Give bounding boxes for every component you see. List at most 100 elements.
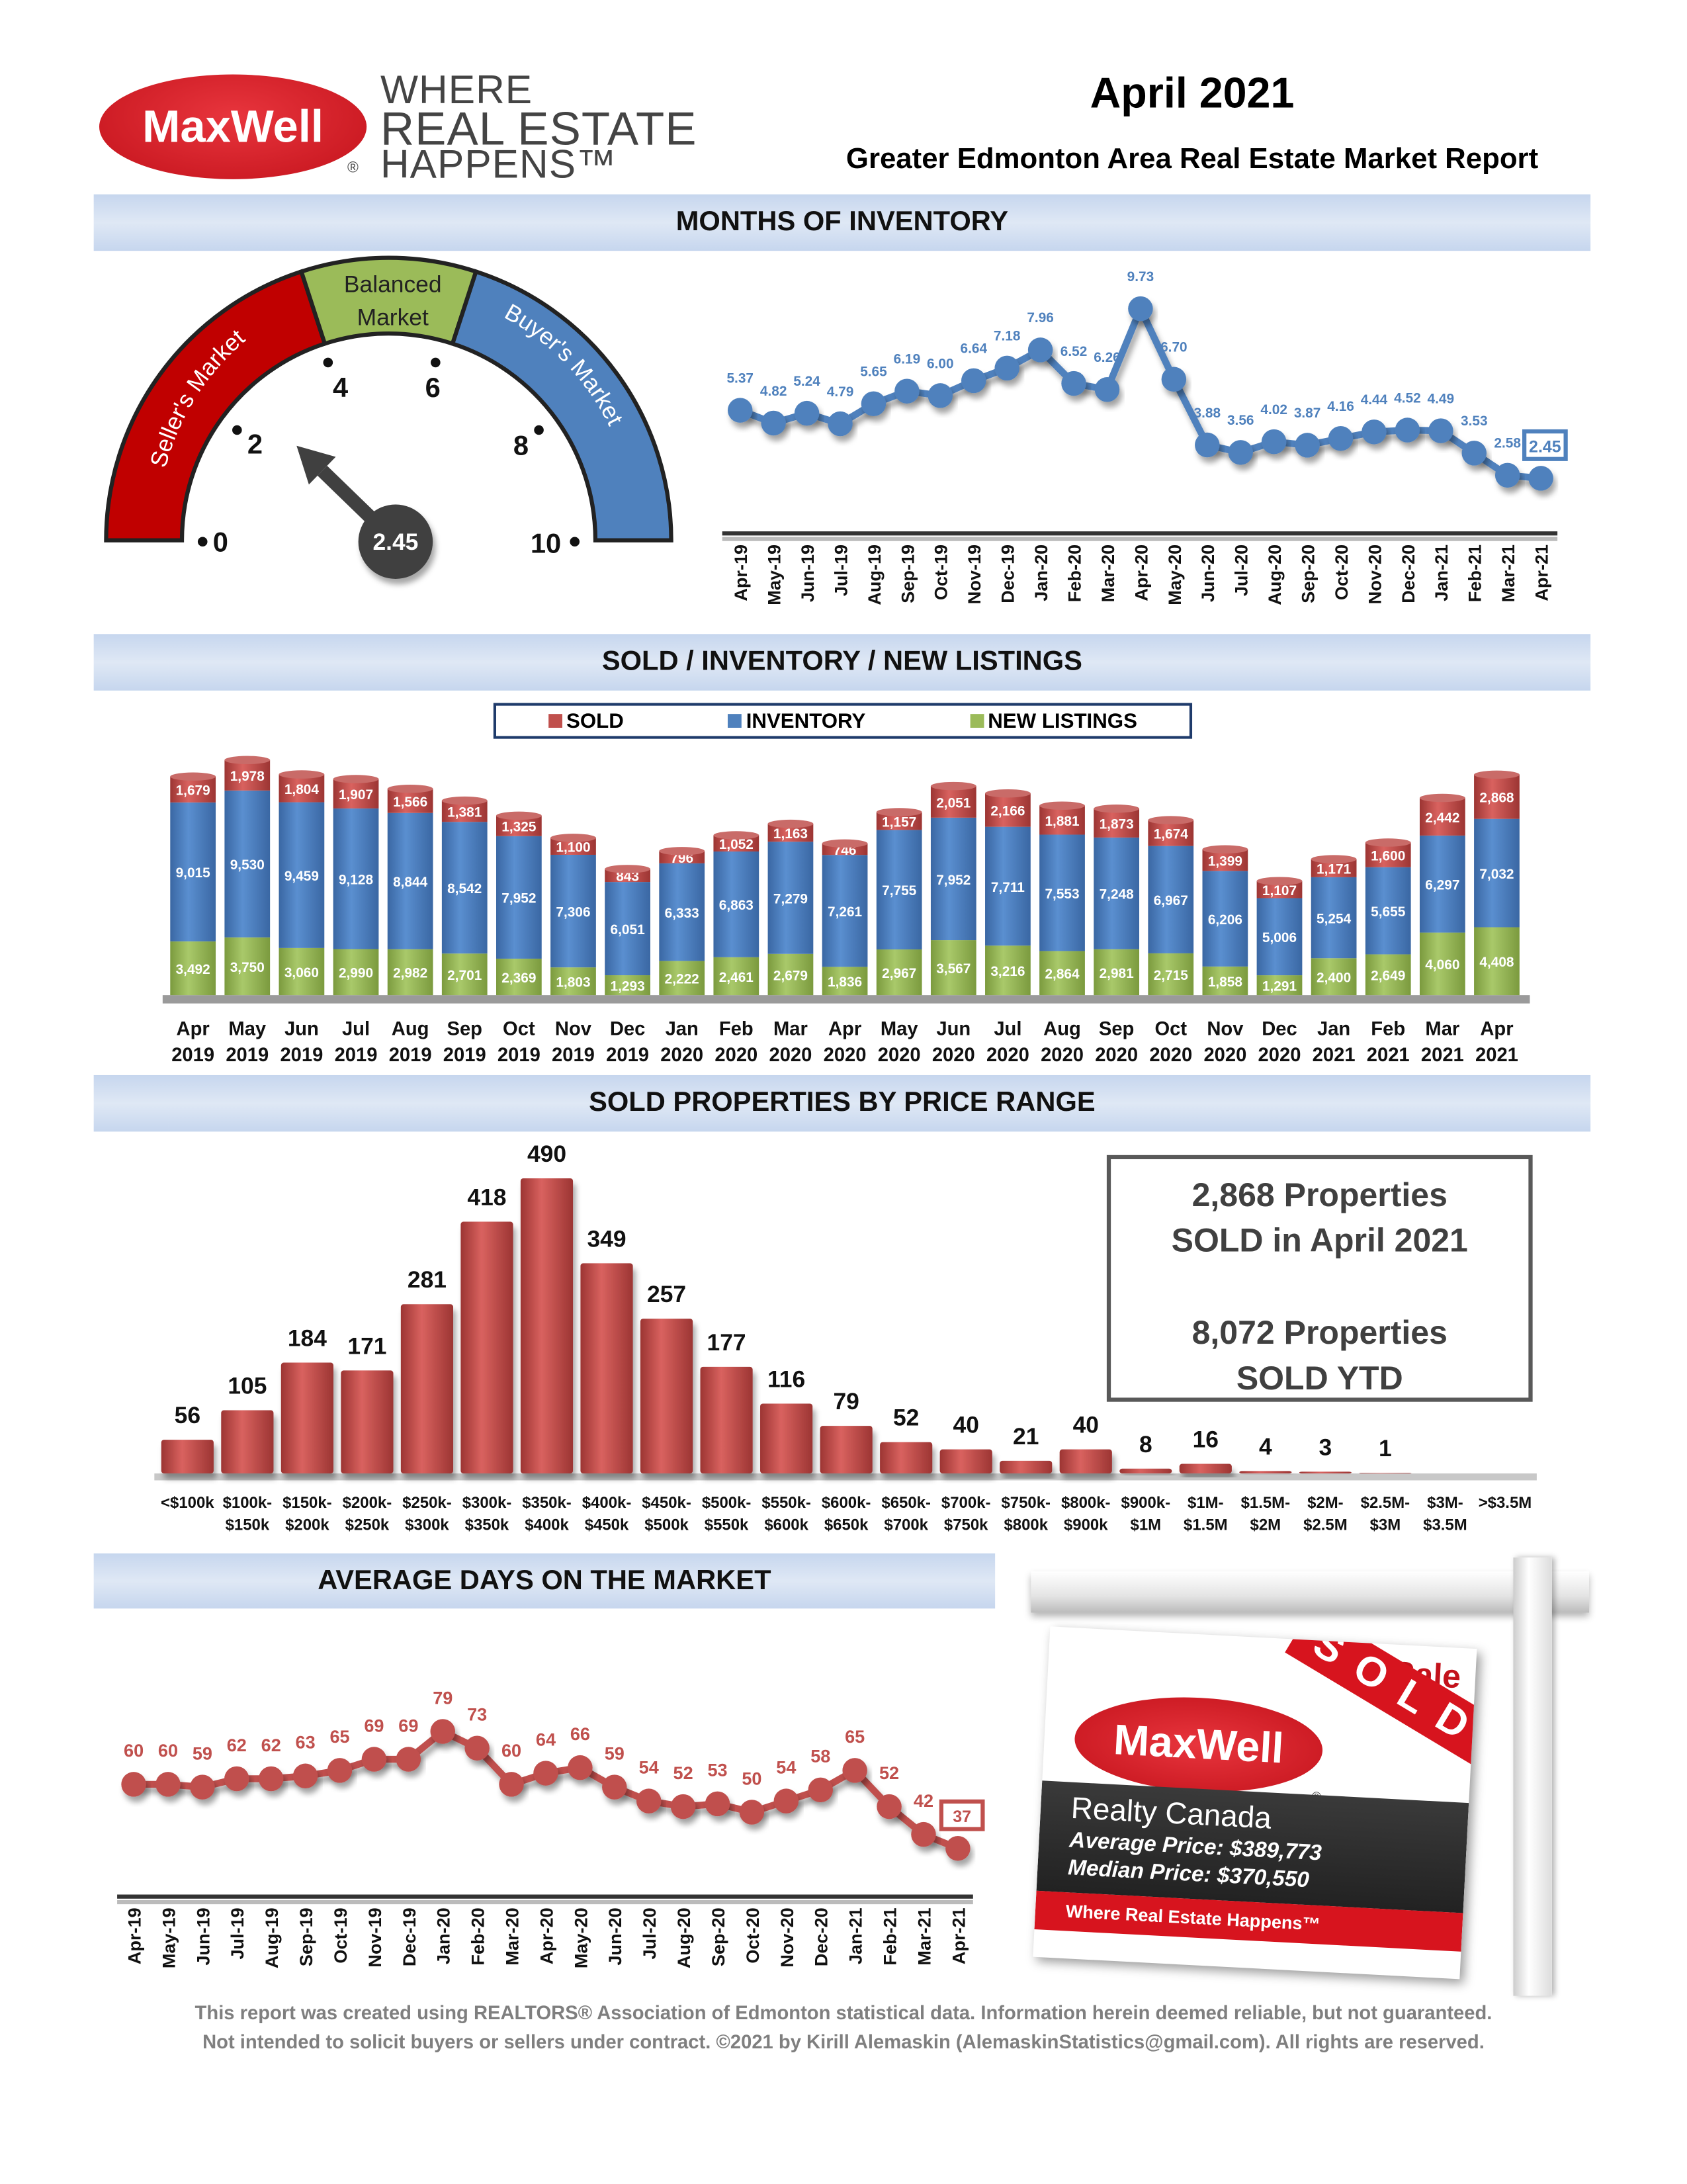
chart-legend: SOLD INVENTORY NEW LISTINGS bbox=[493, 703, 1193, 739]
bar-value-label: 56 bbox=[175, 1402, 200, 1428]
bar-cap bbox=[767, 819, 814, 828]
new-listings-segment-label: 2,649 bbox=[1371, 969, 1405, 984]
new-listings-segment bbox=[387, 949, 433, 996]
bar-cap bbox=[387, 784, 433, 793]
x-tick-month: Mar bbox=[1425, 1019, 1459, 1040]
data-label: 65 bbox=[845, 1726, 865, 1747]
sold-segment-label: 1,325 bbox=[501, 820, 536, 835]
price-bar bbox=[400, 1304, 454, 1474]
bar-value-label: 4 bbox=[1259, 1433, 1272, 1460]
data-point bbox=[464, 1735, 490, 1761]
section-sold-inventory-listings: SOLD / INVENTORY / NEW LISTINGS bbox=[93, 634, 1591, 691]
data-label: 4.79 bbox=[827, 384, 854, 400]
data-point bbox=[994, 355, 1019, 381]
inventory-segment-label: 5,254 bbox=[1317, 911, 1352, 926]
summary-line-3: 8,072 Properties bbox=[1191, 1315, 1448, 1352]
new-listings-segment-label: 3,060 bbox=[284, 965, 319, 981]
report-title: April 2021 bbox=[1090, 69, 1295, 118]
inventory-segment-label: 7,755 bbox=[882, 883, 916, 898]
data-point bbox=[1362, 419, 1387, 445]
x-tick-label: $100k- bbox=[223, 1494, 273, 1512]
bar-value-label: 21 bbox=[1013, 1423, 1039, 1450]
x-tick-label: Mar-21 bbox=[1498, 545, 1518, 602]
gauge-label-balanced-2: Market bbox=[357, 304, 429, 331]
x-tick-label: Sep-20 bbox=[1298, 545, 1319, 603]
gauge-zone-seller bbox=[104, 269, 327, 543]
gauge-tick-label: 4 bbox=[333, 372, 348, 403]
data-label: 5.37 bbox=[726, 371, 754, 386]
data-point bbox=[794, 400, 820, 426]
data-point bbox=[636, 1788, 662, 1813]
bar-floor bbox=[154, 1473, 1537, 1481]
sold-segment-label: 2,868 bbox=[1479, 791, 1514, 806]
x-tick-label: $600k- bbox=[822, 1494, 871, 1512]
x-tick-label: Apr-21 bbox=[948, 1907, 969, 1964]
bar-cap bbox=[1365, 838, 1411, 847]
x-tick-year: 2020 bbox=[1149, 1045, 1192, 1066]
legend-new-listings: NEW LISTINGS bbox=[970, 709, 1137, 732]
x-tick-month: Apr bbox=[828, 1019, 861, 1040]
legend-sold-label: SOLD bbox=[566, 709, 624, 733]
new-listings-segment bbox=[496, 958, 542, 996]
sold-segment-label: 1,157 bbox=[882, 814, 916, 830]
price-bar bbox=[939, 1449, 992, 1474]
gauge-tick-dot bbox=[232, 425, 242, 435]
x-tick-label: Nov-20 bbox=[1364, 545, 1385, 604]
inventory-segment bbox=[441, 822, 488, 954]
report-subtitle: Greater Edmonton Area Real Estate Market… bbox=[845, 143, 1539, 175]
sold-segment-label: 2,166 bbox=[990, 804, 1025, 819]
x-tick-label: $300k- bbox=[462, 1494, 512, 1512]
inventory-segment-label: 9,128 bbox=[339, 873, 373, 888]
inventory-segment bbox=[822, 855, 868, 967]
x-tick-year: 2021 bbox=[1313, 1045, 1356, 1066]
bar-cap bbox=[170, 772, 216, 781]
x-tick-label: Feb-20 bbox=[468, 1907, 488, 1965]
inventory-segment bbox=[333, 808, 379, 949]
price-bar bbox=[161, 1440, 214, 1474]
footer-disclaimer-1: This report was created using REALTORS® … bbox=[195, 2001, 1492, 2024]
sold-segment-label: 2,442 bbox=[1425, 810, 1459, 826]
inventory-segment bbox=[279, 802, 325, 948]
bar-cap bbox=[333, 775, 379, 783]
new-listings-segment bbox=[1474, 927, 1520, 996]
x-tick-year: 2020 bbox=[1095, 1045, 1138, 1066]
gauge-needle-arrow bbox=[296, 445, 336, 485]
sold-segment bbox=[1474, 774, 1520, 819]
price-range-bar-chart: 56<$100k105$100k-$150k184$150k-$200k171$… bbox=[154, 1141, 1537, 1534]
bar-value-label: 40 bbox=[1073, 1412, 1099, 1438]
section-months-of-inventory: MONTHS OF INVENTORY bbox=[93, 194, 1591, 251]
data-point bbox=[761, 410, 786, 436]
bar-cap bbox=[713, 831, 759, 840]
x-tick-year: 2020 bbox=[932, 1045, 975, 1066]
data-label: 3.88 bbox=[1194, 406, 1221, 421]
x-tick-year: 2019 bbox=[606, 1045, 649, 1066]
bar-floor bbox=[162, 995, 1530, 1004]
x-tick-year: 2020 bbox=[1203, 1045, 1246, 1066]
x-tick-year: 2019 bbox=[171, 1045, 214, 1066]
inventory-segment bbox=[605, 882, 650, 976]
new-listings-segment-label: 1,858 bbox=[1208, 975, 1242, 990]
new-listings-segment-label: 2,679 bbox=[773, 968, 808, 983]
x-tick-year: 2020 bbox=[1258, 1045, 1301, 1066]
x-tick-year: 2020 bbox=[714, 1045, 757, 1066]
inventory-segment-label: 7,952 bbox=[501, 891, 536, 906]
sold-segment bbox=[1148, 820, 1194, 846]
x-tick-year: 2019 bbox=[389, 1045, 432, 1066]
inventory-segment-label: 7,032 bbox=[1479, 867, 1514, 882]
x-tick-month: Jul bbox=[342, 1019, 370, 1040]
x-tick-label: $1.5M bbox=[1184, 1516, 1228, 1534]
x-tick-label: $500k- bbox=[702, 1494, 752, 1512]
x-tick-label: May-20 bbox=[1164, 545, 1185, 605]
new-listings-segment bbox=[1365, 954, 1411, 996]
bar-cap bbox=[930, 781, 976, 791]
data-point bbox=[568, 1755, 593, 1780]
inventory-segment bbox=[930, 817, 976, 941]
new-listings-segment-label: 2,701 bbox=[447, 968, 482, 983]
data-label: 50 bbox=[742, 1768, 761, 1788]
inventory-segment-label: 7,952 bbox=[936, 873, 971, 888]
x-tick-label: Oct-20 bbox=[742, 1907, 763, 1963]
data-label: 3.53 bbox=[1461, 414, 1488, 429]
data-point bbox=[361, 1747, 387, 1772]
x-tick-year: 2021 bbox=[1367, 1045, 1410, 1066]
data-point bbox=[1161, 367, 1187, 392]
